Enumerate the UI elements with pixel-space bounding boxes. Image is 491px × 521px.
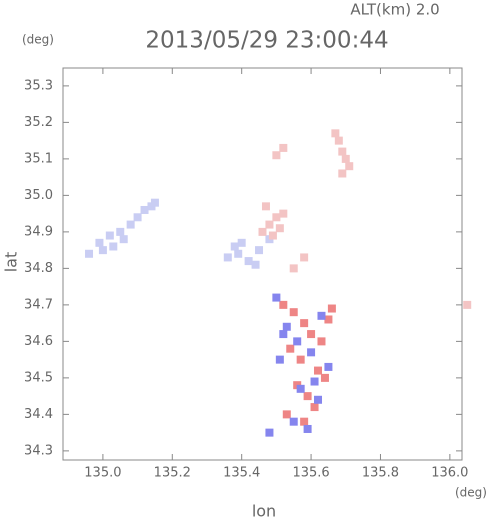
- echo-point: [324, 315, 333, 324]
- echo-point: [244, 257, 253, 266]
- echo-point: [314, 366, 323, 375]
- echo-point: [265, 220, 274, 229]
- echo-point: [289, 417, 298, 426]
- y-tick-label: 34.7: [24, 297, 53, 312]
- altitude-label: ALT(km) 2.0: [350, 1, 439, 19]
- echo-point: [338, 169, 347, 178]
- echo-point: [282, 322, 291, 331]
- echo-point: [85, 249, 94, 258]
- echo-point: [98, 246, 107, 255]
- echo-point: [275, 355, 284, 364]
- echo-point: [300, 319, 309, 328]
- echo-point: [286, 344, 295, 353]
- echo-point: [463, 300, 472, 309]
- y-tick-label: 34.4: [24, 407, 53, 422]
- echo-point: [272, 213, 281, 222]
- y-tick-label: 35.3: [24, 78, 53, 93]
- echo-point: [293, 337, 302, 346]
- x-tick-label: 136.0: [431, 466, 468, 481]
- y-tick-label: 35.2: [24, 115, 53, 130]
- echo-point: [230, 242, 239, 251]
- echo-point: [314, 395, 323, 404]
- echo-point: [310, 403, 319, 412]
- echo-point: [307, 330, 316, 339]
- echo-point: [289, 308, 298, 317]
- echo-point: [320, 373, 329, 382]
- echo-point: [338, 147, 347, 156]
- x-tick-label: 135.0: [84, 466, 121, 481]
- echo-point: [296, 355, 305, 364]
- echo-point: [289, 264, 298, 273]
- echo-point: [341, 154, 350, 163]
- echo-point: [255, 246, 264, 255]
- y-tick-label: 34.3: [24, 443, 53, 458]
- echo-point: [237, 238, 246, 247]
- echo-point: [272, 151, 281, 160]
- echo-point: [140, 205, 149, 214]
- echo-point: [327, 304, 336, 313]
- echo-point: [272, 293, 281, 302]
- echo-point: [279, 143, 288, 152]
- echo-point: [126, 220, 135, 229]
- echo-point: [317, 311, 326, 320]
- echo-point: [300, 417, 309, 426]
- echo-point: [258, 227, 267, 236]
- echo-point: [234, 249, 243, 258]
- x-tick-label: 135.2: [154, 466, 191, 481]
- echo-point: [345, 162, 354, 171]
- echo-point: [334, 136, 343, 145]
- echo-point: [279, 330, 288, 339]
- x-tick-label: 135.8: [362, 466, 399, 481]
- echo-point: [119, 235, 128, 244]
- echo-point: [268, 231, 277, 240]
- y-unit: (deg): [22, 33, 54, 47]
- echo-point: [307, 348, 316, 357]
- echo-point: [300, 253, 309, 262]
- plot-frame: [62, 67, 463, 461]
- echo-point: [95, 238, 104, 247]
- echo-point: [317, 337, 326, 346]
- echo-point: [109, 242, 118, 251]
- x-unit: (deg): [455, 486, 487, 500]
- y-tick-label: 34.5: [24, 370, 53, 385]
- echo-point: [282, 410, 291, 419]
- echo-point: [279, 209, 288, 218]
- echo-point: [331, 129, 340, 138]
- y-tick-label: 35.1: [24, 151, 53, 166]
- echo-point: [310, 377, 319, 386]
- x-tick-label: 135.6: [292, 466, 329, 481]
- echo-point: [251, 260, 260, 269]
- echo-point: [275, 224, 284, 233]
- echo-point: [261, 202, 270, 211]
- echo-point: [303, 424, 312, 433]
- y-tick-label: 35.0: [24, 188, 53, 203]
- x-tick-label: 135.4: [223, 466, 260, 481]
- echo-point: [265, 428, 274, 437]
- echo-point: [303, 392, 312, 401]
- x-axis-label: lon: [252, 502, 276, 521]
- y-axis-label: lat: [2, 252, 21, 273]
- chart-title: 2013/05/29 23:00:44: [145, 28, 388, 54]
- echo-point: [105, 231, 114, 240]
- y-tick-label: 34.6: [24, 334, 53, 349]
- echo-point: [296, 384, 305, 393]
- echo-point: [150, 198, 159, 207]
- y-tick-label: 34.8: [24, 261, 53, 276]
- echo-point: [279, 300, 288, 309]
- echo-point: [324, 362, 333, 371]
- y-tick-label: 34.9: [24, 224, 53, 239]
- echo-point: [116, 227, 125, 236]
- echo-point: [133, 213, 142, 222]
- echo-point: [223, 253, 232, 262]
